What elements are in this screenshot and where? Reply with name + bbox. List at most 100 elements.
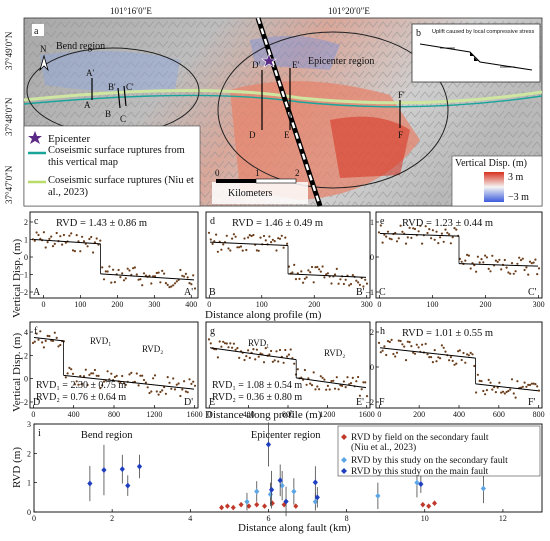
profile-point — [31, 341, 35, 345]
profile-point — [500, 391, 503, 394]
profile-point — [392, 352, 395, 356]
profile-point — [241, 249, 244, 252]
profile-point — [142, 272, 146, 275]
profile-point — [312, 281, 315, 284]
profile-point — [449, 242, 452, 245]
profile-point — [412, 351, 415, 354]
y-tick-label: 1 — [370, 218, 374, 227]
profile-point — [46, 334, 49, 337]
rvd1-label: RVD₁ = 2.30 ± 0.75 m — [36, 380, 126, 391]
profile-point — [239, 245, 243, 248]
y-tick-label: 3 — [27, 420, 31, 429]
profile-point — [482, 261, 485, 264]
profile-frame — [29, 211, 199, 299]
svg-text:A: A — [84, 100, 91, 110]
profile-point — [113, 281, 116, 284]
profile-point — [259, 236, 262, 239]
profile-point — [314, 388, 317, 391]
profile-point — [293, 362, 296, 365]
profile-point — [236, 347, 239, 350]
profile-point — [186, 391, 189, 394]
profile-point — [106, 370, 109, 373]
x-tick-label: 0 — [377, 410, 381, 419]
coord-top-right: 101°20′0″E — [328, 6, 370, 16]
profile-point — [408, 341, 411, 344]
profile-point — [255, 249, 258, 252]
x-tick-label: 600 — [493, 410, 505, 419]
profile-point — [268, 235, 271, 238]
x-tick-label: 2 — [110, 514, 114, 523]
profile-point — [179, 394, 182, 398]
profile-point — [121, 272, 124, 275]
profile-point — [126, 267, 129, 270]
profile-panels: c RVD = 1.43 ± 0.86 mA A'0 100 200 300 400210−… — [19, 211, 545, 419]
profile-point — [408, 226, 411, 229]
profile-point — [190, 283, 193, 286]
y-tick-label: −1 — [19, 271, 28, 280]
y-tick-label: 4 — [24, 328, 28, 337]
profile-point — [316, 385, 319, 388]
profile-point — [159, 281, 162, 284]
data-point — [219, 504, 225, 511]
profile-point — [173, 388, 177, 391]
map-legend: Epicenter Coseismic surface ruptures fro… — [23, 125, 201, 207]
profile-point — [124, 383, 127, 386]
profile-point — [92, 251, 95, 254]
profile-point — [227, 247, 230, 250]
panel-i-letter: i — [38, 428, 41, 439]
profile-point — [489, 381, 492, 384]
profile-point — [337, 282, 340, 285]
profile-point — [309, 382, 312, 385]
profile-point — [496, 260, 499, 263]
x-tick-label: 800 — [282, 410, 294, 419]
profile-point — [64, 376, 67, 379]
profile-point — [448, 233, 451, 236]
profile-point — [128, 269, 131, 272]
profile-point — [480, 380, 483, 383]
profile-point — [99, 387, 102, 390]
profile-point — [337, 388, 340, 391]
profile-end: F' — [528, 397, 536, 408]
profile-point — [528, 260, 532, 263]
profile-point — [135, 372, 138, 375]
profile-point — [342, 380, 345, 383]
profile-point — [464, 361, 467, 364]
x-tick-label: 1200 — [146, 410, 162, 419]
svg-text:0: 0 — [215, 168, 220, 178]
data-point — [432, 500, 438, 506]
profile-point — [523, 381, 526, 384]
legend-label: RVD by this study on the main fault — [351, 466, 489, 477]
fault-line — [255, 17, 323, 207]
profile-point — [455, 362, 458, 365]
profile-point — [86, 383, 89, 387]
profile-point — [451, 236, 454, 239]
profile-point — [527, 383, 530, 386]
profile-point — [155, 390, 158, 393]
profile-point — [532, 382, 535, 385]
profile-point — [231, 346, 234, 349]
profile-point — [247, 349, 250, 352]
x-tick-label: 0 — [377, 300, 381, 309]
profile-point — [55, 336, 58, 339]
profile-point — [90, 372, 93, 375]
profile-point — [84, 368, 87, 371]
series-2 — [87, 422, 424, 517]
profile-point — [357, 375, 360, 379]
profile-point — [325, 388, 328, 391]
profile-point — [321, 265, 324, 268]
panel-letter: d — [210, 216, 215, 227]
x-tick-label: 1200 — [319, 410, 335, 419]
profile-point — [386, 230, 390, 233]
profile-point — [462, 351, 465, 355]
data-point — [267, 491, 274, 498]
profile-point — [119, 276, 122, 279]
x-tick-label: 100 — [426, 300, 438, 309]
data-point — [136, 463, 143, 470]
y-tick-label: 0 — [24, 253, 28, 262]
profile-point — [314, 266, 317, 269]
coord-left-1: 37°49′0″N — [4, 31, 14, 70]
profile-point — [64, 241, 67, 244]
profile-point — [173, 282, 177, 285]
profile-point — [133, 266, 136, 269]
